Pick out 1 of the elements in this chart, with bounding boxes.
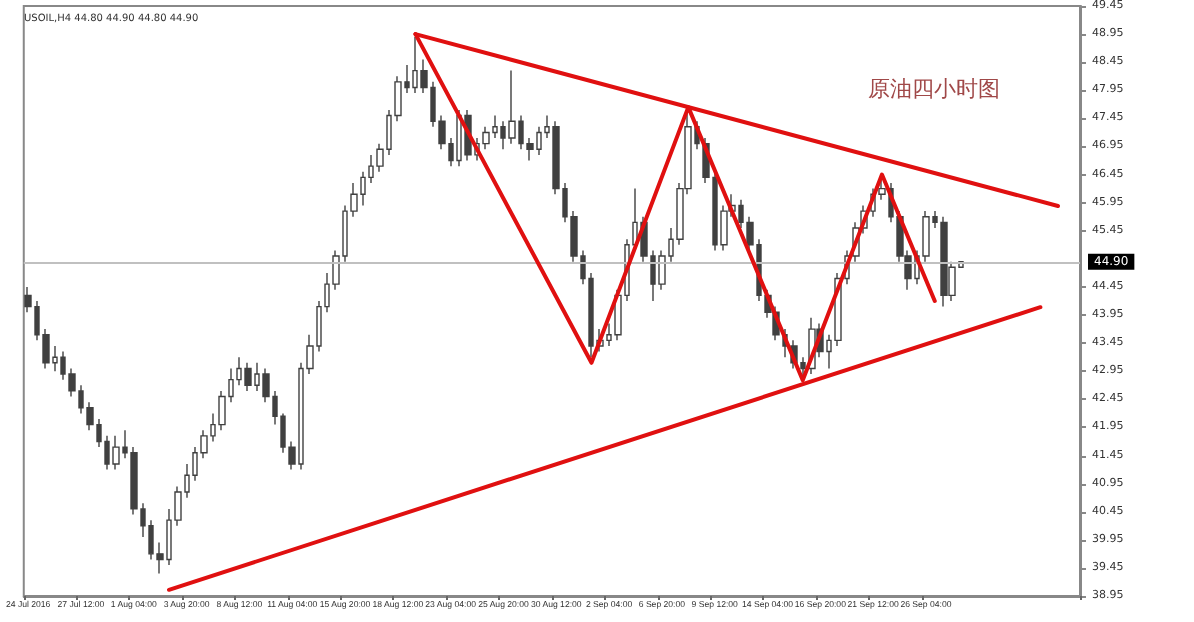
- text: 原油四小时图: [868, 76, 1000, 102]
